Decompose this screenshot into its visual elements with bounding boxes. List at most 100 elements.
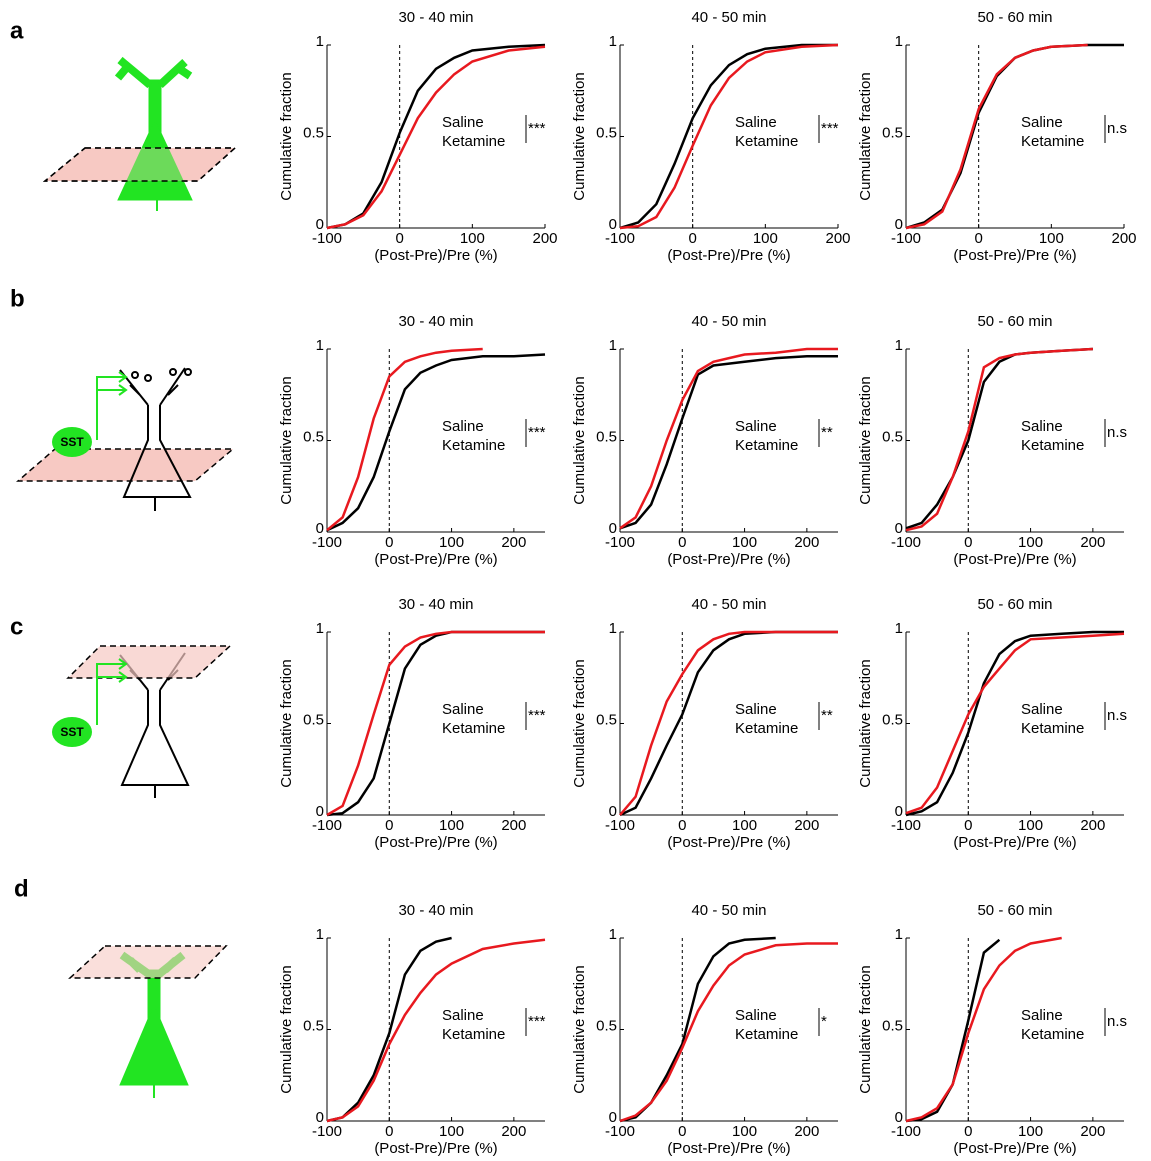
y-tick-label: 0 <box>316 216 324 233</box>
x-axis-label: (Post-Pre)/Pre (%) <box>953 551 1076 568</box>
legend-entry: Saline <box>1021 114 1063 131</box>
cdf-line <box>905 938 1001 1123</box>
cdf-line <box>326 630 545 817</box>
plane <box>68 945 228 979</box>
legend-entry: Saline <box>442 418 484 435</box>
x-tick-label: 100 <box>439 1123 464 1140</box>
y-axis-label: Cumulative fraction <box>571 72 588 200</box>
x-tick-label: -100 <box>891 817 921 834</box>
diagram-c: SST <box>52 645 232 798</box>
y-tick-label: 1 <box>609 620 617 637</box>
x-tick-label: 100 <box>439 534 464 551</box>
cdf-line <box>619 347 838 530</box>
y-tick-label: 0.5 <box>596 428 617 445</box>
cdf-line <box>905 43 1124 230</box>
y-tick-label: 1 <box>316 620 324 637</box>
y-axis-label: Cumulative fraction <box>278 965 295 1093</box>
x-tick-label: 0 <box>964 817 972 834</box>
y-tick-label: 1 <box>609 337 617 354</box>
panel-label: d <box>14 875 29 902</box>
legend-entry: Ketamine <box>1021 133 1084 150</box>
y-axis-label: Cumulative fraction <box>857 72 874 200</box>
chart-title: 40 - 50 min <box>691 902 766 919</box>
x-axis-label: (Post-Pre)/Pre (%) <box>374 834 497 851</box>
cdf-line <box>905 632 1125 815</box>
sst-cell <box>52 717 92 747</box>
cdf-line <box>326 43 546 230</box>
legend-entry: Saline <box>735 1007 777 1024</box>
x-tick-label: 100 <box>732 534 757 551</box>
x-axis-label: (Post-Pre)/Pre (%) <box>667 247 790 264</box>
y-tick-label: 0.5 <box>596 711 617 728</box>
x-tick-label: 100 <box>1018 1123 1043 1140</box>
cdf-line <box>619 355 838 530</box>
x-tick-label: 0 <box>974 230 982 247</box>
y-tick-label: 0 <box>609 216 617 233</box>
x-tick-label: 0 <box>678 534 686 551</box>
chart-title: 50 - 60 min <box>977 902 1052 919</box>
y-tick-label: 0 <box>609 520 617 537</box>
diagram-d <box>68 945 228 1098</box>
y-tick-label: 1 <box>316 337 324 354</box>
y-tick-label: 0 <box>316 1109 324 1126</box>
legend-entry: Ketamine <box>442 133 505 150</box>
cdf-line <box>905 43 1088 230</box>
x-tick-label: 200 <box>794 1123 819 1140</box>
legend-entry: Saline <box>442 114 484 131</box>
y-tick-label: 0 <box>895 520 903 537</box>
x-axis-label: (Post-Pre)/Pre (%) <box>374 247 497 264</box>
y-tick-label: 0.5 <box>882 428 903 445</box>
x-tick-label: 100 <box>1039 230 1064 247</box>
significance: n.s <box>1107 1013 1127 1030</box>
cdf-line <box>326 936 452 1123</box>
x-tick-label: -100 <box>891 230 921 247</box>
x-tick-label: 0 <box>395 230 403 247</box>
legend-entry: Saline <box>735 114 777 131</box>
y-tick-label: 0.5 <box>303 711 324 728</box>
diagram-a <box>42 56 237 211</box>
x-tick-label: -100 <box>891 534 921 551</box>
x-tick-label: 100 <box>732 817 757 834</box>
x-axis-label: (Post-Pre)/Pre (%) <box>374 551 497 568</box>
x-tick-label: 0 <box>964 534 972 551</box>
legend-entry: Ketamine <box>735 437 798 454</box>
significance: n.s <box>1107 120 1127 137</box>
plane-front <box>42 147 237 182</box>
significance: *** <box>528 120 546 137</box>
x-tick-label: 200 <box>1080 1123 1105 1140</box>
y-tick-label: 0.5 <box>303 428 324 445</box>
x-tick-label: 100 <box>1018 534 1043 551</box>
x-tick-label: 200 <box>794 817 819 834</box>
y-axis-label: Cumulative fraction <box>571 659 588 787</box>
x-tick-label: 200 <box>794 534 819 551</box>
legend-entry: Saline <box>1021 418 1063 435</box>
chart-title: 40 - 50 min <box>691 596 766 613</box>
legend-entry: Saline <box>1021 1007 1063 1024</box>
y-tick-label: 0.5 <box>882 711 903 728</box>
x-tick-label: 0 <box>688 230 696 247</box>
cdf-line <box>619 43 839 230</box>
y-axis-label: Cumulative fraction <box>278 72 295 200</box>
y-tick-label: 0.5 <box>596 1017 617 1034</box>
legend-entry: Ketamine <box>1021 720 1084 737</box>
x-tick-label: 200 <box>501 534 526 551</box>
legend-entry: Ketamine <box>735 1026 798 1043</box>
legend-entry: Ketamine <box>1021 1026 1084 1043</box>
x-tick-label: -100 <box>605 534 635 551</box>
legend-entry: Ketamine <box>442 437 505 454</box>
y-axis-label: Cumulative fraction <box>278 376 295 504</box>
cdf-line <box>619 630 838 816</box>
y-tick-label: 1 <box>895 926 903 943</box>
cdf-line <box>619 43 838 230</box>
chart-title: 30 - 40 min <box>398 9 473 26</box>
plane <box>15 448 236 482</box>
chart-title: 50 - 60 min <box>977 9 1052 26</box>
y-tick-label: 1 <box>895 620 903 637</box>
x-tick-label: 0 <box>678 817 686 834</box>
panel-label: a <box>10 17 24 44</box>
sst-label: SST <box>60 435 84 449</box>
y-tick-label: 0.5 <box>596 124 617 141</box>
x-tick-label: -100 <box>605 1123 635 1140</box>
cdf-line <box>905 630 1124 817</box>
legend-entry: Saline <box>735 701 777 718</box>
